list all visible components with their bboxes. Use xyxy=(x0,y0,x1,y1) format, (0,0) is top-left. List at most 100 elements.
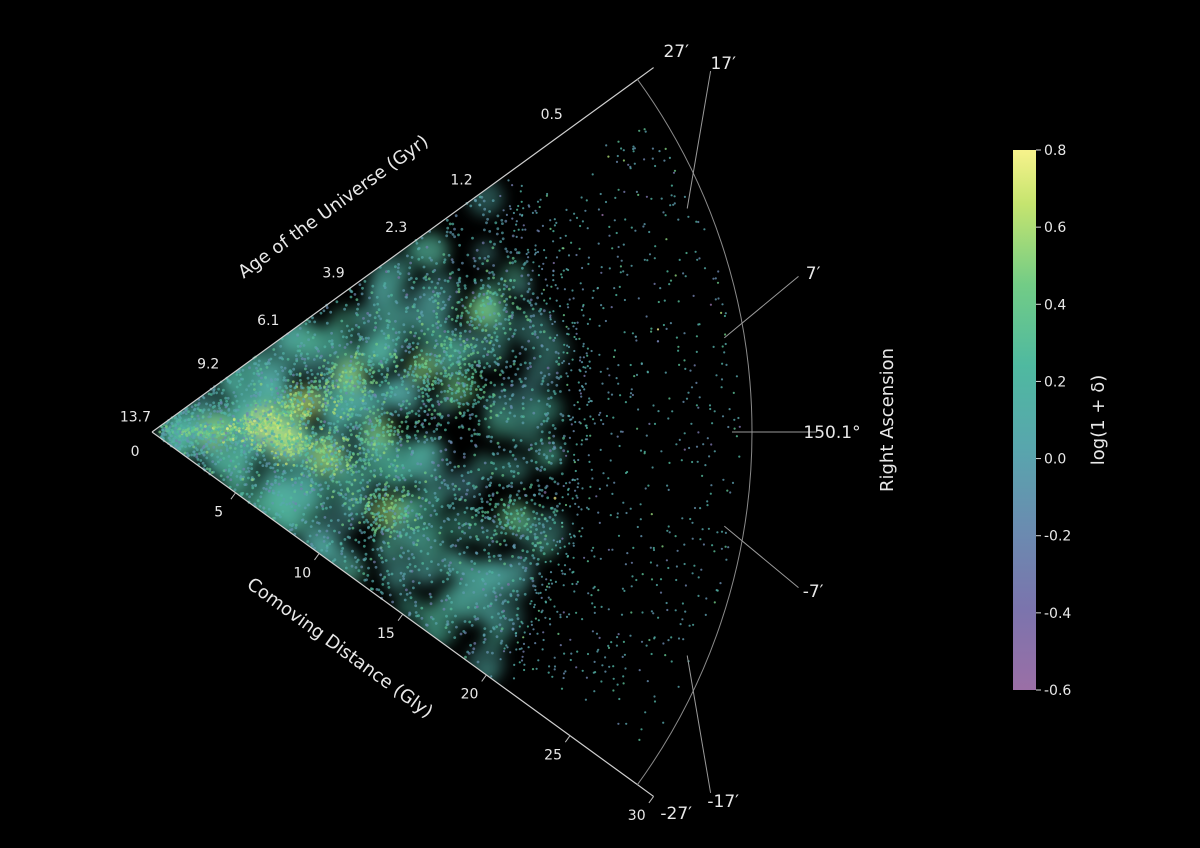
galaxy-point xyxy=(540,382,544,386)
galaxy-point xyxy=(380,549,384,552)
galaxy-point xyxy=(387,345,390,349)
galaxy-point xyxy=(398,435,402,439)
galaxy-point xyxy=(493,312,496,315)
galaxy-point xyxy=(267,507,271,511)
galaxy-point xyxy=(296,404,300,407)
galaxy-point xyxy=(353,293,357,296)
galaxy-point xyxy=(208,467,212,471)
galaxy-point xyxy=(270,482,273,486)
galaxy-point xyxy=(498,593,502,597)
galaxy-point xyxy=(683,543,686,546)
galaxy-point xyxy=(192,450,196,454)
galaxy-point xyxy=(525,252,528,256)
galaxy-point xyxy=(520,659,524,662)
galaxy-point xyxy=(389,355,393,359)
galaxy-point xyxy=(484,516,487,519)
galaxy-point xyxy=(677,345,680,348)
galaxy-point xyxy=(345,407,349,411)
galaxy-point xyxy=(580,395,583,398)
galaxy-point xyxy=(492,264,495,267)
galaxy-point xyxy=(657,410,660,413)
galaxy-point xyxy=(382,500,386,504)
galaxy-point xyxy=(513,414,516,418)
galaxy-point xyxy=(418,319,422,323)
galaxy-point xyxy=(379,573,383,577)
galaxy-point xyxy=(473,453,477,457)
galaxy-point xyxy=(508,464,512,468)
galaxy-point xyxy=(546,192,549,196)
galaxy-point xyxy=(235,428,239,432)
galaxy-point xyxy=(324,397,327,401)
galaxy-point xyxy=(219,439,223,443)
galaxy-point xyxy=(331,381,335,385)
galaxy-point xyxy=(413,565,417,568)
galaxy-point xyxy=(533,356,536,360)
galaxy-point xyxy=(534,524,538,527)
galaxy-point xyxy=(328,426,332,430)
galaxy-point xyxy=(610,306,613,309)
galaxy-point xyxy=(215,449,219,453)
galaxy-point xyxy=(733,427,736,430)
galaxy-point xyxy=(549,318,552,321)
galaxy-point xyxy=(406,504,410,508)
galaxy-point xyxy=(669,279,673,282)
galaxy-point xyxy=(254,457,257,461)
galaxy-point xyxy=(250,462,254,466)
galaxy-point xyxy=(358,446,362,450)
galaxy-point xyxy=(337,458,341,462)
galaxy-point xyxy=(417,496,421,500)
galaxy-point xyxy=(333,397,337,401)
galaxy-point xyxy=(345,335,348,339)
galaxy-point xyxy=(302,474,306,477)
galaxy-point xyxy=(630,611,633,614)
galaxy-point xyxy=(553,320,557,323)
galaxy-point xyxy=(357,332,360,336)
galaxy-point xyxy=(543,491,547,494)
galaxy-point xyxy=(488,570,492,573)
galaxy-point xyxy=(329,519,333,522)
galaxy-point xyxy=(443,303,447,307)
glow-blob xyxy=(484,407,516,439)
galaxy-point xyxy=(548,586,551,589)
galaxy-point xyxy=(428,388,432,391)
galaxy-point xyxy=(425,341,429,344)
galaxy-point xyxy=(212,423,216,427)
galaxy-point xyxy=(565,325,568,328)
galaxy-point xyxy=(409,474,413,477)
galaxy-point xyxy=(629,392,633,395)
galaxy-point xyxy=(389,531,393,534)
galaxy-point xyxy=(493,360,497,364)
galaxy-point xyxy=(354,465,357,468)
galaxy-point xyxy=(393,430,397,433)
galaxy-point xyxy=(575,332,578,335)
galaxy-point xyxy=(434,496,438,499)
galaxy-point xyxy=(288,502,292,505)
galaxy-point xyxy=(485,572,489,576)
galaxy-point xyxy=(678,363,681,366)
galaxy-point xyxy=(620,613,624,616)
galaxy-point xyxy=(382,434,386,437)
galaxy-point xyxy=(641,611,644,614)
galaxy-point xyxy=(548,441,551,445)
galaxy-point xyxy=(406,371,410,374)
galaxy-point xyxy=(348,384,352,388)
galaxy-point xyxy=(362,558,366,561)
galaxy-point xyxy=(311,336,315,340)
galaxy-point xyxy=(540,442,544,445)
galaxy-point xyxy=(258,417,262,421)
galaxy-point xyxy=(414,514,418,518)
galaxy-point xyxy=(565,372,568,375)
galaxy-point xyxy=(302,344,306,347)
galaxy-point xyxy=(567,345,571,349)
galaxy-point xyxy=(600,266,603,269)
galaxy-point xyxy=(393,519,396,523)
galaxy-point xyxy=(210,471,214,474)
galaxy-point xyxy=(217,443,221,447)
galaxy-point xyxy=(301,438,305,442)
galaxy-point xyxy=(420,606,424,610)
galaxy-point xyxy=(367,461,371,465)
galaxy-point xyxy=(387,418,391,421)
galaxy-point xyxy=(412,379,415,382)
galaxy-point xyxy=(567,414,570,417)
galaxy-point xyxy=(299,382,303,385)
